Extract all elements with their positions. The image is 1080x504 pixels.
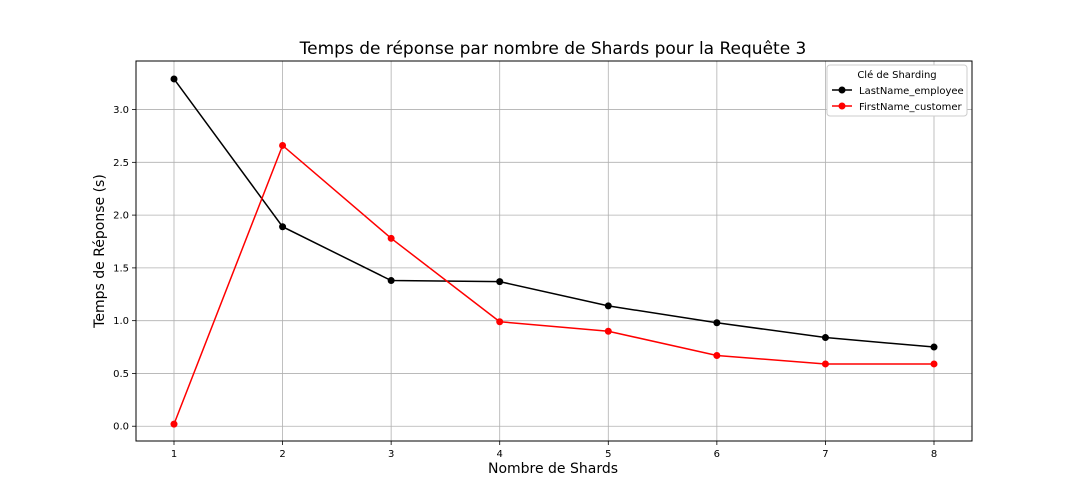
series-lastname-employee <box>170 75 938 351</box>
series-firstname-customer <box>170 141 938 428</box>
data-point-firstname-customer <box>170 420 178 428</box>
y-tick-label: 0.0 <box>113 422 129 433</box>
x-tick-label: 4 <box>497 449 503 460</box>
y-tick-label: 2.5 <box>113 158 129 169</box>
data-point-lastname-employee <box>496 278 504 286</box>
legend-marker-firstname-customer <box>838 102 846 110</box>
data-point-firstname-customer <box>387 234 395 242</box>
x-tick-label: 7 <box>822 449 828 460</box>
data-point-lastname-employee <box>279 223 287 231</box>
legend-marker-lastname-employee <box>838 86 846 94</box>
data-point-firstname-customer <box>713 352 721 359</box>
legend-entry-lastname-employee: LastName_employee <box>832 86 964 97</box>
data-point-lastname-employee <box>604 302 612 310</box>
y-tick-label: 1.0 <box>113 316 129 327</box>
y-tick-label: 2.0 <box>113 211 129 222</box>
data-point-firstname-customer <box>279 141 287 149</box>
x-tick-label: 6 <box>714 449 720 460</box>
data-point-lastname-employee <box>821 334 829 342</box>
x-tick-label: 8 <box>931 449 937 460</box>
axis-ticks: 1 2 3 4 5 6 7 8 0.0 0.5 1.0 1.5 2.0 2.5 3.0 <box>113 105 937 460</box>
legend-label-lastname-employee: LastName_employee <box>859 86 964 97</box>
series-lines <box>170 75 938 428</box>
x-tick-label: 2 <box>279 449 285 460</box>
y-tick-label: 0.5 <box>113 369 129 380</box>
y-tick-label: 3.0 <box>113 105 129 116</box>
legend-label-firstname-customer: FirstName_customer <box>859 102 963 113</box>
legend-entry-firstname-customer: FirstName_customer <box>832 102 963 113</box>
data-point-lastname-employee <box>387 277 395 285</box>
legend-title: Clé de Sharding <box>857 69 936 81</box>
data-point-firstname-customer <box>604 327 612 335</box>
x-axis-label: Nombre de Shards <box>488 461 618 477</box>
grid <box>136 61 972 441</box>
series-line-firstname-customer <box>173 144 934 425</box>
data-point-firstname-customer <box>496 318 504 326</box>
x-tick-label: 3 <box>388 449 394 460</box>
series-line-lastname-employee <box>173 78 935 348</box>
data-point-lastname-employee <box>713 319 721 327</box>
data-point-firstname-customer <box>930 360 938 368</box>
x-tick-label: 5 <box>605 449 611 460</box>
chart-title: Temps de réponse par nombre de Shards po… <box>299 39 807 59</box>
y-tick-label: 1.5 <box>113 263 129 274</box>
data-point-lastname-employee <box>930 343 938 351</box>
data-point-lastname-employee <box>170 75 178 83</box>
x-tick-label: 1 <box>171 449 177 460</box>
data-point-firstname-customer <box>821 360 829 368</box>
y-axis-label: Temps de Réponse (s) <box>92 174 108 329</box>
plot-area-frame <box>135 60 973 442</box>
legend-box <box>826 64 968 117</box>
legend: Clé de Sharding LastName_employee FirstN… <box>826 64 968 117</box>
